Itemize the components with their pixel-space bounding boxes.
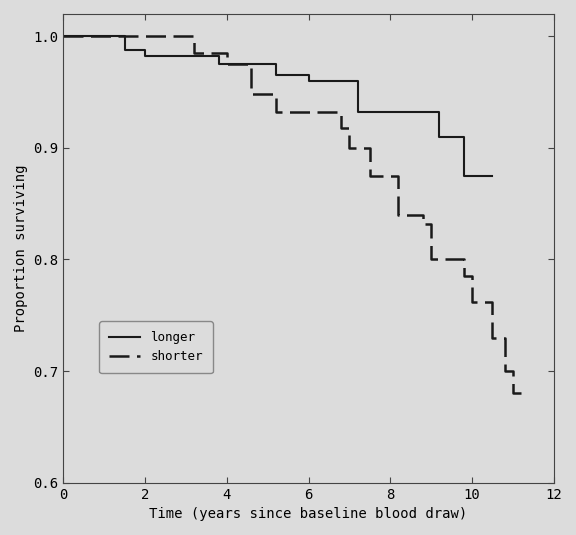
shorter (223, 50, 230, 56)
Line: shorter: shorter (63, 36, 521, 393)
Line: longer: longer (63, 36, 492, 175)
longer (142, 47, 149, 53)
shorter (272, 91, 279, 97)
shorter (338, 109, 344, 116)
shorter (468, 299, 475, 305)
longer (215, 53, 222, 59)
shorter (366, 144, 373, 151)
shorter (509, 368, 516, 374)
shorter (395, 172, 402, 179)
Y-axis label: Proportion surviving: Proportion surviving (14, 165, 28, 332)
longer (460, 133, 467, 140)
longer (305, 78, 312, 84)
shorter (248, 91, 255, 97)
shorter (428, 220, 435, 227)
shorter (501, 368, 508, 374)
longer (215, 61, 222, 67)
shorter (489, 299, 496, 305)
Legend: longer, shorter: longer, shorter (99, 321, 213, 373)
X-axis label: Time (years since baseline blood draw): Time (years since baseline blood draw) (149, 507, 468, 521)
shorter (346, 144, 353, 151)
shorter (366, 172, 373, 179)
shorter (419, 212, 426, 218)
longer (142, 53, 149, 59)
shorter (460, 256, 467, 263)
longer (436, 133, 443, 140)
shorter (468, 273, 475, 279)
shorter (338, 125, 344, 131)
shorter (460, 273, 467, 279)
longer (272, 61, 279, 67)
shorter (223, 61, 230, 67)
longer (272, 72, 279, 79)
shorter (501, 334, 508, 341)
shorter (395, 212, 402, 218)
shorter (272, 109, 279, 116)
longer (122, 47, 128, 53)
shorter (191, 50, 198, 56)
shorter (60, 33, 67, 40)
shorter (428, 256, 435, 263)
longer (489, 172, 496, 179)
longer (122, 33, 128, 40)
longer (354, 109, 361, 116)
shorter (518, 390, 525, 396)
shorter (489, 334, 496, 341)
shorter (509, 390, 516, 396)
shorter (248, 61, 255, 67)
longer (460, 172, 467, 179)
longer (436, 109, 443, 116)
longer (354, 78, 361, 84)
shorter (419, 220, 426, 227)
shorter (346, 125, 353, 131)
longer (60, 33, 67, 40)
shorter (191, 33, 198, 40)
longer (305, 72, 312, 79)
